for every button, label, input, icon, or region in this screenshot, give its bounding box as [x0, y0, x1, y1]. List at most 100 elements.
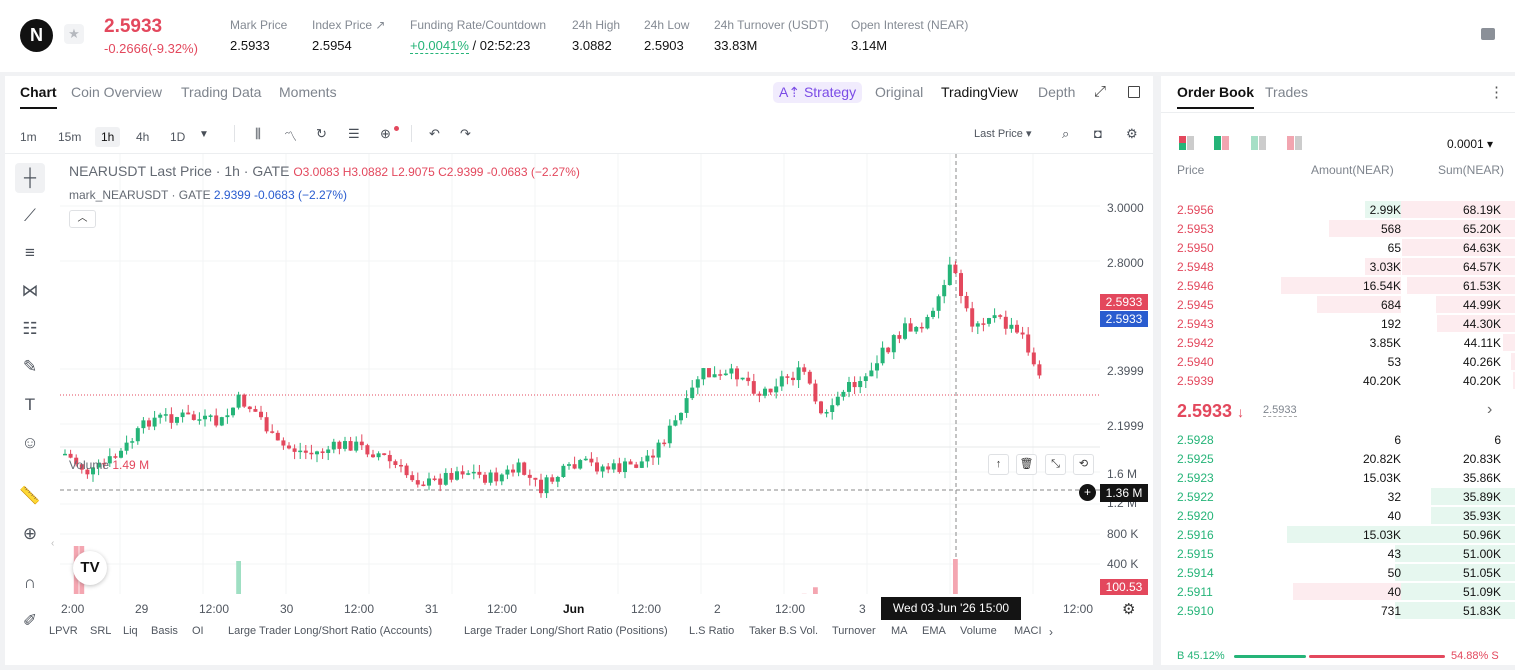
crosshair-tool-icon[interactable]: ┼: [15, 163, 45, 193]
tab-coin-overview[interactable]: Coin Overview: [71, 84, 163, 100]
bid-row[interactable]: 2.5925 20.82K 20.83K: [1161, 449, 1515, 468]
indicators-icon[interactable]: 〽: [284, 129, 298, 144]
ask-row[interactable]: 2.5939 40.20K 40.20K: [1161, 371, 1515, 390]
interval-1m[interactable]: 1m: [20, 130, 37, 144]
indicator-ls-positions[interactable]: Large Trader Long/Short Ratio (Positions…: [464, 625, 668, 637]
ask-row[interactable]: 2.5942 3.85K 44.11K: [1161, 333, 1515, 352]
maximize-pane-icon[interactable]: ⟲: [1073, 454, 1094, 475]
bid-row[interactable]: 2.5923 15.03K 35.86K: [1161, 468, 1515, 487]
undo-icon[interactable]: ↶: [429, 126, 440, 141]
book-icon[interactable]: [1481, 28, 1495, 40]
zoom-tool-icon[interactable]: ⊕: [22, 524, 38, 543]
interval-1d[interactable]: 1D: [170, 130, 186, 144]
tick-size-select[interactable]: 0.0001 ▾: [1447, 137, 1494, 151]
bid-row[interactable]: 2.5928 6 6: [1161, 430, 1515, 449]
candlestick-chart[interactable]: [60, 154, 1100, 594]
indicator-liq[interactable]: Liq: [123, 625, 138, 637]
trend-line-tool-icon[interactable]: ⟋: [24, 206, 36, 225]
ask-row[interactable]: 2.5940 53 40.26K: [1161, 352, 1515, 371]
ask-row[interactable]: 2.5950 65 64.63K: [1161, 238, 1515, 257]
pattern-tool-icon[interactable]: ⋈: [21, 281, 39, 300]
ask-row[interactable]: 2.5943 192 44.30K: [1161, 314, 1515, 333]
bid-row[interactable]: 2.5914 50 51.05K: [1161, 563, 1515, 582]
mode-both-alt-icon[interactable]: [1214, 136, 1230, 150]
order-sum: 51.05K: [1462, 566, 1501, 580]
ask-row[interactable]: 2.5953 568 65.20K: [1161, 219, 1515, 238]
bid-row[interactable]: 2.5922 32 35.89K: [1161, 487, 1515, 506]
tradingview-logo[interactable]: TV: [73, 551, 107, 585]
pencil-lock-icon[interactable]: ✐: [22, 611, 38, 630]
interval-dropdown-icon[interactable]: ▼: [199, 129, 209, 140]
tab-order-book[interactable]: Order Book: [1177, 84, 1255, 109]
redo-icon[interactable]: ↷: [460, 126, 471, 141]
collapse-toolbar-icon[interactable]: ‹: [51, 538, 55, 549]
view-tradingview[interactable]: TradingView: [941, 84, 1019, 100]
tab-moments[interactable]: Moments: [279, 84, 337, 100]
indicator-oi[interactable]: OI: [192, 625, 204, 637]
indicator-taker-vol[interactable]: Taker B.S Vol.: [749, 625, 819, 637]
view-depth[interactable]: Depth: [1038, 84, 1076, 100]
bid-row[interactable]: 2.5911 40 51.09K: [1161, 582, 1515, 601]
tab-chart[interactable]: Chart: [20, 84, 57, 109]
interval-15m[interactable]: 15m: [58, 130, 82, 144]
fib-tool-icon[interactable]: ☷: [22, 319, 38, 338]
indicator-srl[interactable]: SRL: [90, 625, 112, 637]
price-source-select[interactable]: Last Price ▾: [974, 128, 1032, 140]
legend-collapse-button[interactable]: ︿: [69, 210, 96, 228]
text-tool-icon[interactable]: T: [24, 395, 36, 414]
mode-bids-icon[interactable]: [1251, 136, 1267, 150]
mode-both-icon[interactable]: [1179, 136, 1195, 150]
candle-body: [992, 315, 997, 319]
move-pane-up-icon[interactable]: ↑: [988, 454, 1009, 475]
bid-row[interactable]: 2.5916 15.03K 50.96K: [1161, 525, 1515, 544]
stat-index-price[interactable]: Index Price ↗ 2.5954: [312, 18, 385, 53]
ask-row[interactable]: 2.5946 16.54K 61.53K: [1161, 276, 1515, 295]
indicator-turnover[interactable]: Turnover: [832, 625, 876, 637]
ask-row[interactable]: 2.5956 2.99K 68.19K: [1161, 200, 1515, 219]
magnet-tool-icon[interactable]: ∩: [23, 573, 37, 592]
indicator-lpvr[interactable]: LPVR: [49, 625, 78, 637]
ask-row[interactable]: 2.5945 684 44.99K: [1161, 295, 1515, 314]
ruler-tool-icon[interactable]: 📏: [19, 486, 41, 505]
time-axis-tick: 31: [425, 602, 439, 616]
parallel-lines-tool-icon[interactable]: ≡: [25, 243, 35, 262]
emoji-tool-icon[interactable]: ☺: [21, 433, 39, 452]
indicator-macd[interactable]: MACI: [1014, 625, 1042, 637]
add-alert-icon[interactable]: ⊕: [380, 126, 391, 141]
replay-icon[interactable]: ↻: [316, 126, 327, 141]
expand-icon[interactable]: ⤢: [1094, 83, 1107, 100]
indicators-next-icon[interactable]: ›: [1049, 625, 1053, 639]
brush-tool-icon[interactable]: ✎: [22, 357, 38, 376]
add-horizontal-line-icon[interactable]: +: [1079, 484, 1096, 501]
camera-icon[interactable]: ◘: [1094, 126, 1102, 141]
tab-trades[interactable]: Trades: [1265, 84, 1309, 100]
collapse-pane-icon[interactable]: ⤡: [1045, 454, 1066, 475]
funding-rate-value[interactable]: +0.0041%: [410, 38, 469, 54]
template-icon[interactable]: ☰: [348, 126, 360, 141]
ask-row[interactable]: 2.5948 3.03K 64.57K: [1161, 257, 1515, 276]
indicator-volume[interactable]: Volume: [960, 625, 997, 637]
bid-row[interactable]: 2.5920 40 35.93K: [1161, 506, 1515, 525]
favorite-star-icon[interactable]: ★: [64, 24, 84, 44]
indicator-basis[interactable]: Basis: [151, 625, 178, 637]
tab-trading-data[interactable]: Trading Data: [181, 84, 262, 100]
mode-asks-icon[interactable]: [1287, 136, 1303, 150]
settings-gear-icon[interactable]: ⚙: [1126, 126, 1138, 141]
bid-row[interactable]: 2.5910 731 51.83K: [1161, 601, 1515, 620]
window-icon[interactable]: [1128, 86, 1140, 98]
axis-settings-icon[interactable]: ⚙: [1122, 601, 1136, 618]
view-original[interactable]: Original: [875, 84, 924, 100]
candle-type-icon[interactable]: ⫼: [255, 126, 261, 141]
indicator-ma[interactable]: MA: [891, 625, 908, 637]
search-icon[interactable]: ⌕: [1062, 126, 1070, 141]
indicator-ema[interactable]: EMA: [922, 625, 946, 637]
delete-pane-icon[interactable]: 🗑: [1016, 454, 1037, 475]
strategy-button[interactable]: A⇡ Strategy: [773, 82, 863, 103]
bid-row[interactable]: 2.5915 43 51.00K: [1161, 544, 1515, 563]
interval-1h[interactable]: 1h: [95, 127, 121, 147]
interval-4h[interactable]: 4h: [136, 130, 150, 144]
indicator-ls-ratio[interactable]: L.S Ratio: [689, 625, 735, 637]
chevron-right-icon[interactable]: ›: [1487, 401, 1493, 418]
more-options-icon[interactable]: ⋮: [1489, 84, 1504, 101]
indicator-ls-accounts[interactable]: Large Trader Long/Short Ratio (Accounts): [228, 625, 433, 637]
